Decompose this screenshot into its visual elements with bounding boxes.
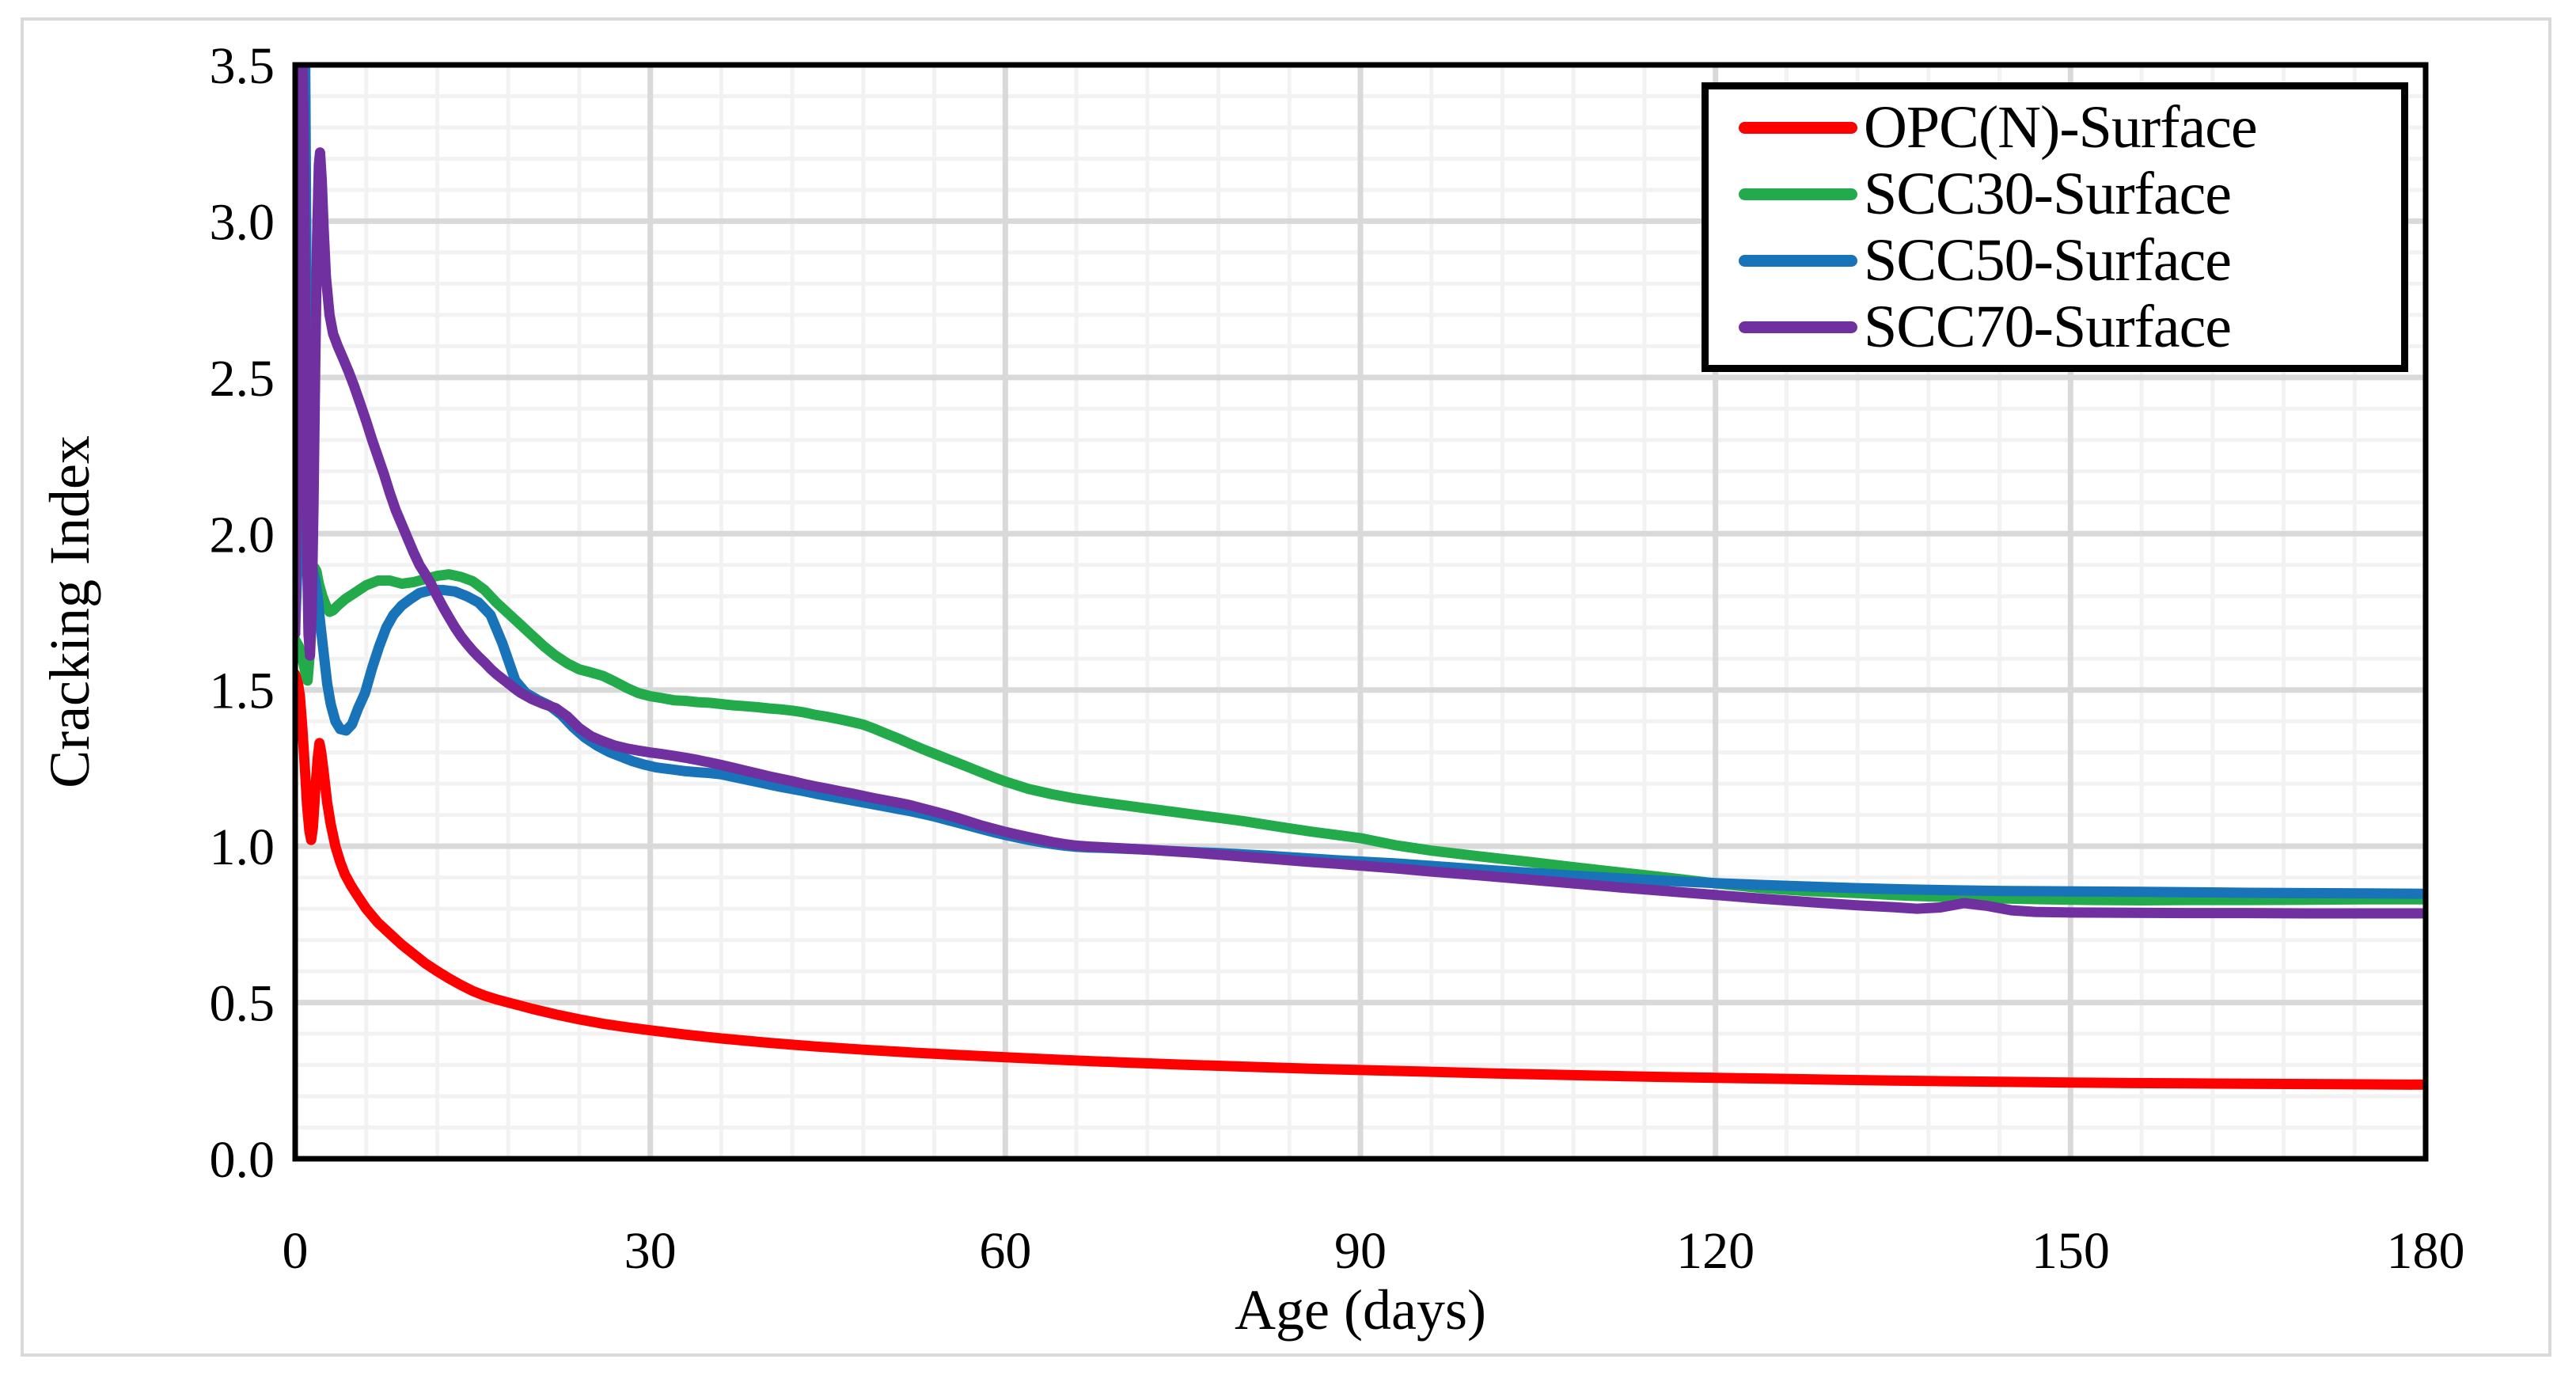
x-tick-label: 0 [283, 1222, 309, 1280]
x-tick-label: 180 [2387, 1222, 2465, 1280]
y-tick-label: 0.0 [210, 1131, 275, 1189]
x-tick-label: 30 [624, 1222, 677, 1280]
legend-label: SCC70-Surface [1864, 294, 2232, 360]
legend-label: OPC(N)-Surface [1864, 94, 2258, 161]
legend-item: OPC(N)-Surface [1739, 97, 2401, 158]
legend-swatch-icon [1739, 321, 1857, 333]
y-tick-label: 3.0 [210, 193, 275, 251]
y-tick-label: 2.5 [210, 350, 275, 408]
y-tick-label: 0.5 [210, 975, 275, 1033]
series-line-scc50-surface [295, 65, 2426, 899]
y-tick-label: 1.0 [210, 818, 275, 876]
legend-item: SCC70-Surface [1739, 297, 2401, 357]
legend: OPC(N)-Surface SCC30-Surface SCC50-Surfa… [1702, 82, 2408, 372]
x-tick-label: 60 [979, 1222, 1031, 1280]
legend-label: SCC50-Surface [1864, 227, 2232, 294]
legend-swatch-icon [1739, 254, 1857, 267]
legend-item: SCC30-Surface [1739, 164, 2401, 224]
x-tick-label: 150 [2032, 1222, 2110, 1280]
legend-swatch-icon [1739, 121, 1857, 134]
y-tick-label: 2.0 [210, 506, 275, 564]
plot-border [292, 62, 2429, 1162]
y-axis-title: Cracking Index [38, 435, 101, 788]
legend-swatch-icon [1739, 188, 1857, 200]
series-line-scc70-surface [295, 65, 2426, 919]
y-tick-label: 1.5 [210, 662, 275, 720]
legend-item: SCC50-Surface [1739, 230, 2401, 290]
y-tick-label: 3.5 [210, 37, 275, 95]
series-line-scc30-surface [295, 563, 2426, 905]
series-line-opc-n-surface [295, 669, 2426, 1090]
x-tick-label: 120 [1676, 1222, 1755, 1280]
legend-label: SCC30-Surface [1864, 161, 2232, 227]
x-tick-label: 90 [1334, 1222, 1387, 1280]
x-axis-title: Age (days) [1235, 1278, 1486, 1342]
